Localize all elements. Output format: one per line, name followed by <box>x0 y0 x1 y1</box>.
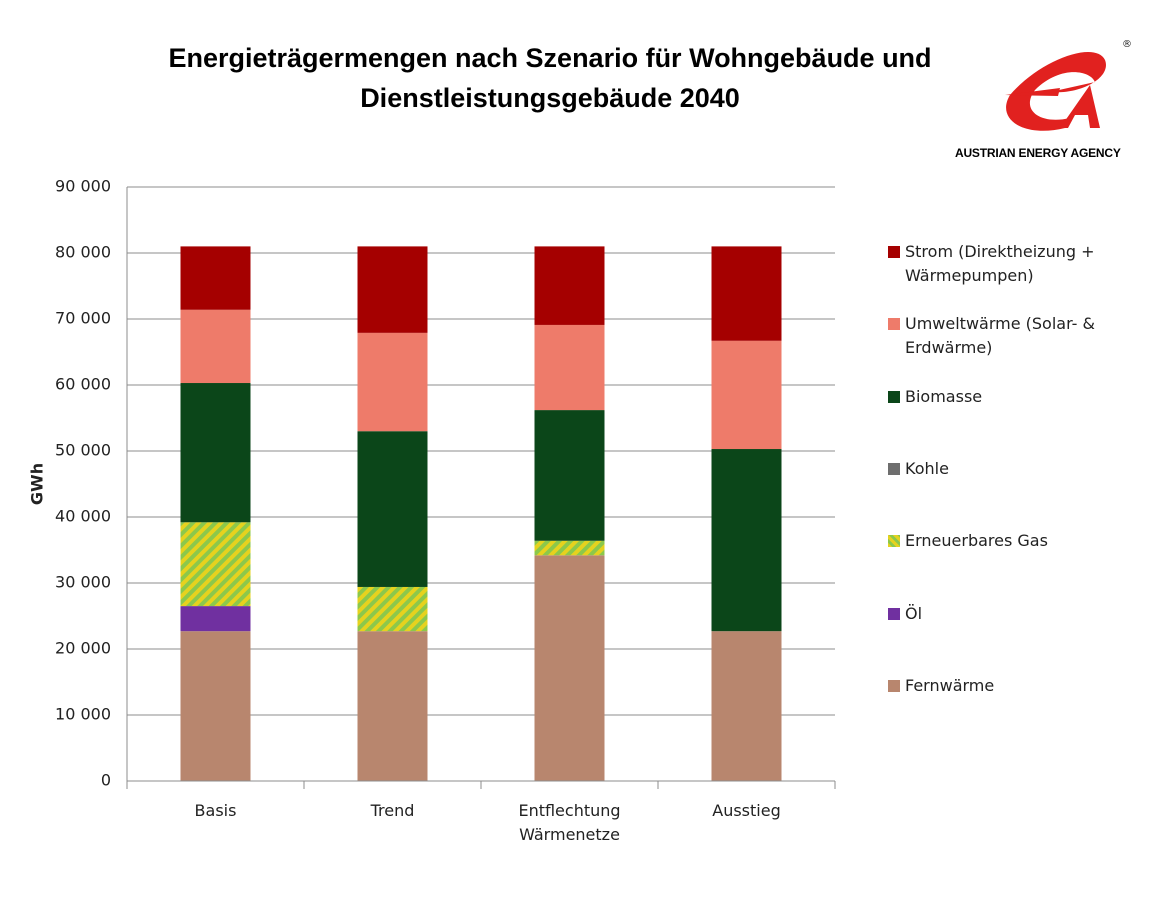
legend-label: Öl <box>905 603 923 623</box>
legend-label: Fernwärme <box>905 675 995 695</box>
bar-segment <box>534 324 605 411</box>
legend-item: Fernwärme <box>888 674 1150 698</box>
y-tick-label: 30 000 <box>55 573 111 592</box>
bar-segment <box>711 246 782 341</box>
bar-segment <box>357 332 428 432</box>
chart-title: Energieträgermengen nach Szenario für Wo… <box>168 43 932 113</box>
logo-text: AUSTRIAN ENERGY AGENCY <box>955 146 1121 160</box>
bar-segment <box>534 555 605 781</box>
y-tick-label: 70 000 <box>55 309 111 328</box>
bar-segment <box>180 309 251 384</box>
legend-item: Erneuerbares Gas <box>888 529 1150 553</box>
legend-swatch <box>888 607 900 620</box>
y-axis-label: GWh <box>28 463 47 505</box>
legend-label: Umweltwärme (Solar- & Erdwärme) <box>905 314 1095 358</box>
x-tick-label: Entflechtung Wärmenetze <box>518 801 621 844</box>
legend-label: Kohle <box>905 458 949 478</box>
legend-swatch <box>888 246 900 258</box>
y-tick-label: 40 000 <box>55 507 111 526</box>
y-tick-label: 10 000 <box>55 705 111 724</box>
bar-segment <box>357 246 428 333</box>
legend-item: Kohle <box>888 457 1150 481</box>
bar-segment <box>534 410 605 541</box>
bar-segment <box>180 522 251 607</box>
legend-item: Biomasse <box>888 385 1150 409</box>
x-tick-label: Ausstieg <box>712 801 781 820</box>
legend-swatch <box>888 318 900 331</box>
bar-segment <box>357 631 428 781</box>
y-tick-label: 50 000 <box>55 441 111 460</box>
x-tick-label: Basis <box>194 801 237 820</box>
legend-label: Biomasse <box>905 386 983 406</box>
bar-segment <box>534 540 605 556</box>
y-tick-label: 20 000 <box>55 639 111 658</box>
bar-segment <box>711 631 782 781</box>
bar-segment <box>357 586 428 632</box>
legend-swatch <box>888 462 900 475</box>
logo-mark: ® <box>1122 39 1132 50</box>
legend-item: Öl <box>888 602 1150 626</box>
legend-item: Strom (Direktheizung + Wärmepumpen) <box>888 240 1150 288</box>
y-tick-label: 60 000 <box>55 375 111 394</box>
legend-item: Umweltwärme (Solar- & Erdwärme) <box>888 312 1150 360</box>
legend-swatch <box>888 390 900 403</box>
bar-segment <box>180 606 251 632</box>
legend-swatch <box>888 679 900 692</box>
y-tick-label: 80 000 <box>55 243 111 262</box>
legend-swatch <box>888 535 900 548</box>
bar-segment <box>711 449 782 632</box>
bar-segment <box>180 631 251 781</box>
bar-segment <box>180 383 251 523</box>
bar-segment <box>357 431 428 587</box>
logo: ® <box>1005 39 1132 131</box>
legend-label: Erneuerbares Gas <box>905 531 1048 551</box>
y-tick-label: 90 000 <box>55 177 111 196</box>
y-tick-label: 0 <box>101 771 111 790</box>
bar-segment <box>534 246 605 325</box>
bar-segment <box>711 340 782 450</box>
legend-label: Strom (Direktheizung + Wärmepumpen) <box>905 242 1095 285</box>
x-tick-label: Trend <box>370 801 415 820</box>
bar-segment <box>180 246 251 310</box>
